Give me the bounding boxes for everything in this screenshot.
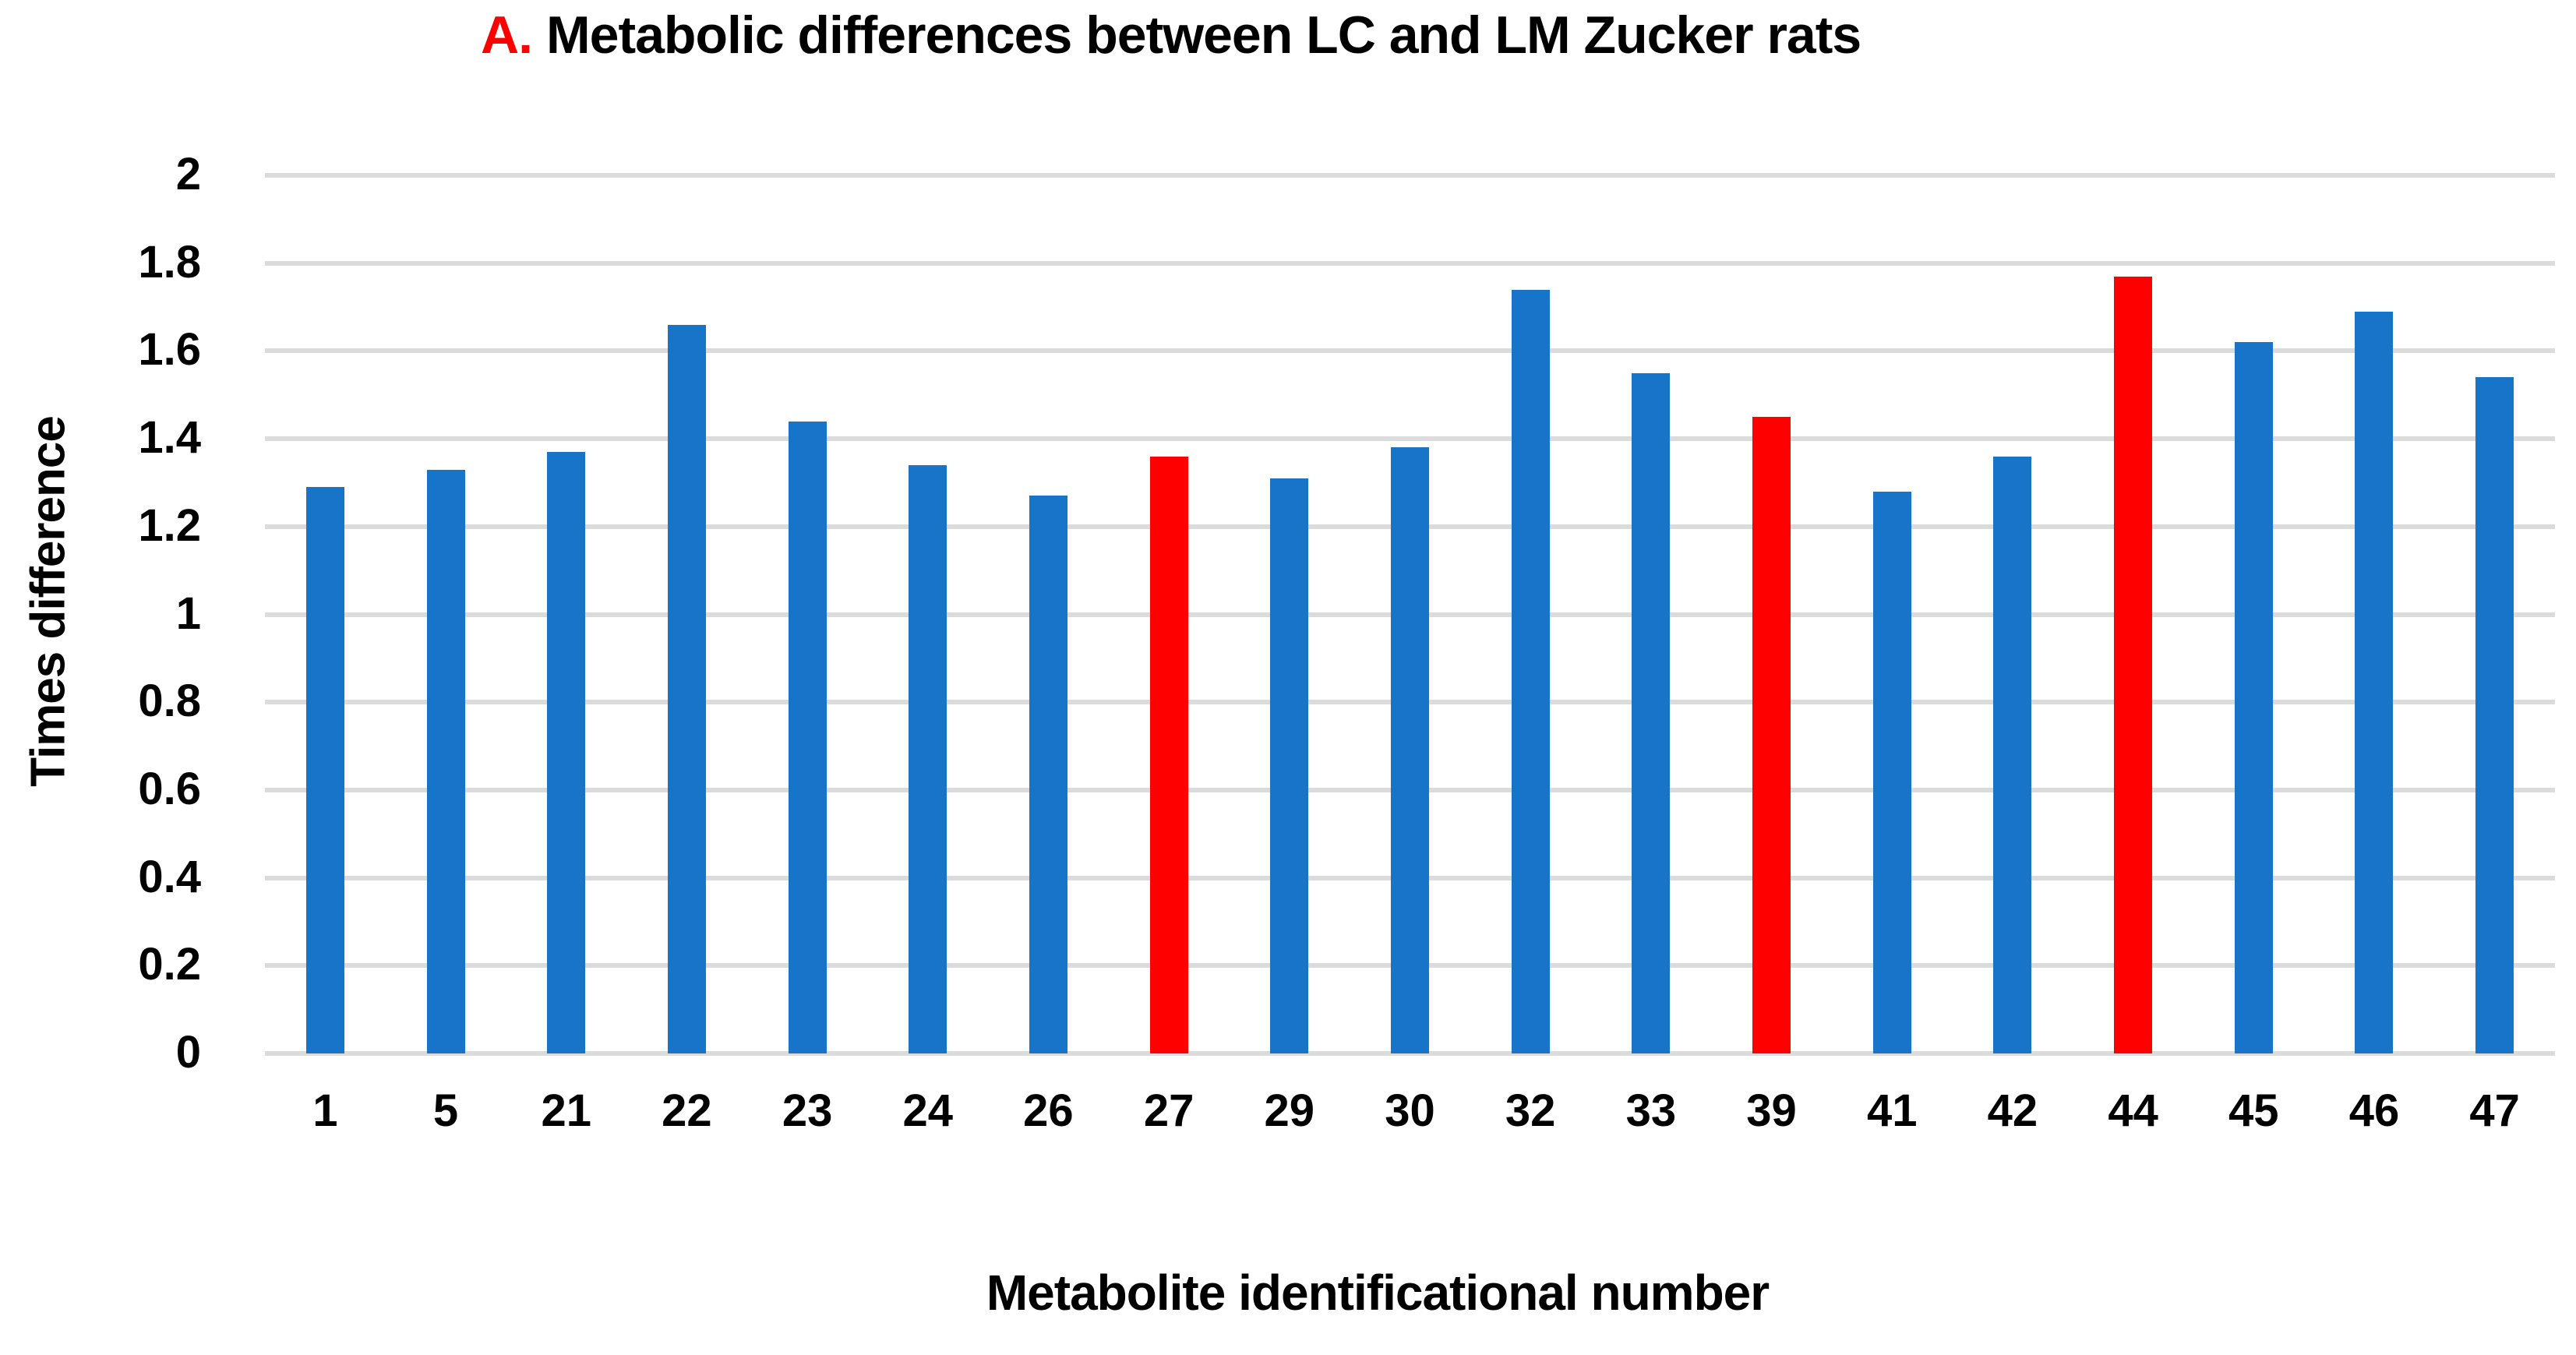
grid-line xyxy=(265,348,2555,354)
grid-line xyxy=(265,1051,2555,1056)
y-tick-label: 1.6 xyxy=(138,324,201,376)
grid-line xyxy=(265,173,2555,178)
chart-title-prefix: A. xyxy=(481,5,533,65)
x-tick-label: 44 xyxy=(2108,1085,2158,1136)
y-tick-label: 0.2 xyxy=(138,939,201,990)
bar-metabolite-41 xyxy=(1873,492,1911,1053)
x-tick-label: 30 xyxy=(1385,1085,1435,1136)
y-tick-label: 1.2 xyxy=(138,499,201,551)
bar-metabolite-5 xyxy=(427,470,465,1053)
bar-metabolite-47 xyxy=(2475,377,2514,1053)
chart-title: A. Metabolic differences between LC and L… xyxy=(481,5,1861,65)
y-tick-label: 0.8 xyxy=(138,676,201,727)
x-tick-label: 21 xyxy=(541,1085,591,1136)
grid-line xyxy=(265,436,2555,442)
y-tick-label: 1.8 xyxy=(138,236,201,288)
grid-line xyxy=(265,260,2555,266)
bar-metabolite-21 xyxy=(547,452,585,1053)
x-tick-label: 27 xyxy=(1143,1085,1194,1136)
bar-metabolite-22 xyxy=(668,325,706,1053)
x-tick-label: 39 xyxy=(1746,1085,1797,1136)
bar-metabolite-46 xyxy=(2355,312,2393,1053)
bar-metabolite-23 xyxy=(789,422,827,1053)
x-tick-label: 45 xyxy=(2228,1085,2279,1136)
bar-metabolite-1 xyxy=(306,487,344,1053)
bar-metabolite-32 xyxy=(1512,290,1550,1053)
y-tick-label: 2 xyxy=(175,149,201,200)
x-axis-title: Metabolite identificational number xyxy=(986,1265,1770,1321)
x-tick-label: 29 xyxy=(1264,1085,1315,1136)
x-tick-label: 47 xyxy=(2469,1085,2520,1136)
bar-metabolite-44 xyxy=(2114,277,2152,1053)
x-tick-label: 33 xyxy=(1625,1085,1677,1136)
x-tick-label: 41 xyxy=(1866,1085,1918,1136)
bar-metabolite-26 xyxy=(1029,496,1067,1053)
x-tick-label: 1 xyxy=(312,1085,338,1136)
bar-metabolite-24 xyxy=(909,465,947,1053)
bar-metabolite-45 xyxy=(2235,342,2273,1053)
x-tick-label: 5 xyxy=(432,1085,459,1136)
bar-metabolite-27 xyxy=(1150,457,1188,1053)
x-tick-label: 32 xyxy=(1505,1085,1556,1136)
x-tick-label: 24 xyxy=(902,1085,954,1136)
y-tick-label: 0.6 xyxy=(138,764,201,815)
x-tick-label: 26 xyxy=(1023,1085,1074,1136)
x-tick-label: 46 xyxy=(2348,1085,2400,1136)
y-tick-label: 0.4 xyxy=(138,851,201,902)
x-tick-label: 42 xyxy=(1987,1085,2038,1136)
y-tick-label: 1 xyxy=(175,588,201,639)
chart-title-text: Metabolic differences between LC and LM … xyxy=(546,5,1861,65)
x-tick-label: 23 xyxy=(782,1085,833,1136)
bar-metabolite-39 xyxy=(1752,417,1791,1053)
bar-metabolite-30 xyxy=(1391,447,1429,1053)
x-tick-label: 22 xyxy=(662,1085,712,1136)
bar-metabolite-29 xyxy=(1270,478,1308,1053)
bar-metabolite-33 xyxy=(1632,373,1670,1053)
y-tick-label: 0 xyxy=(175,1027,201,1078)
bar-metabolite-42 xyxy=(1993,457,2031,1053)
y-tick-label: 1.4 xyxy=(138,412,201,464)
